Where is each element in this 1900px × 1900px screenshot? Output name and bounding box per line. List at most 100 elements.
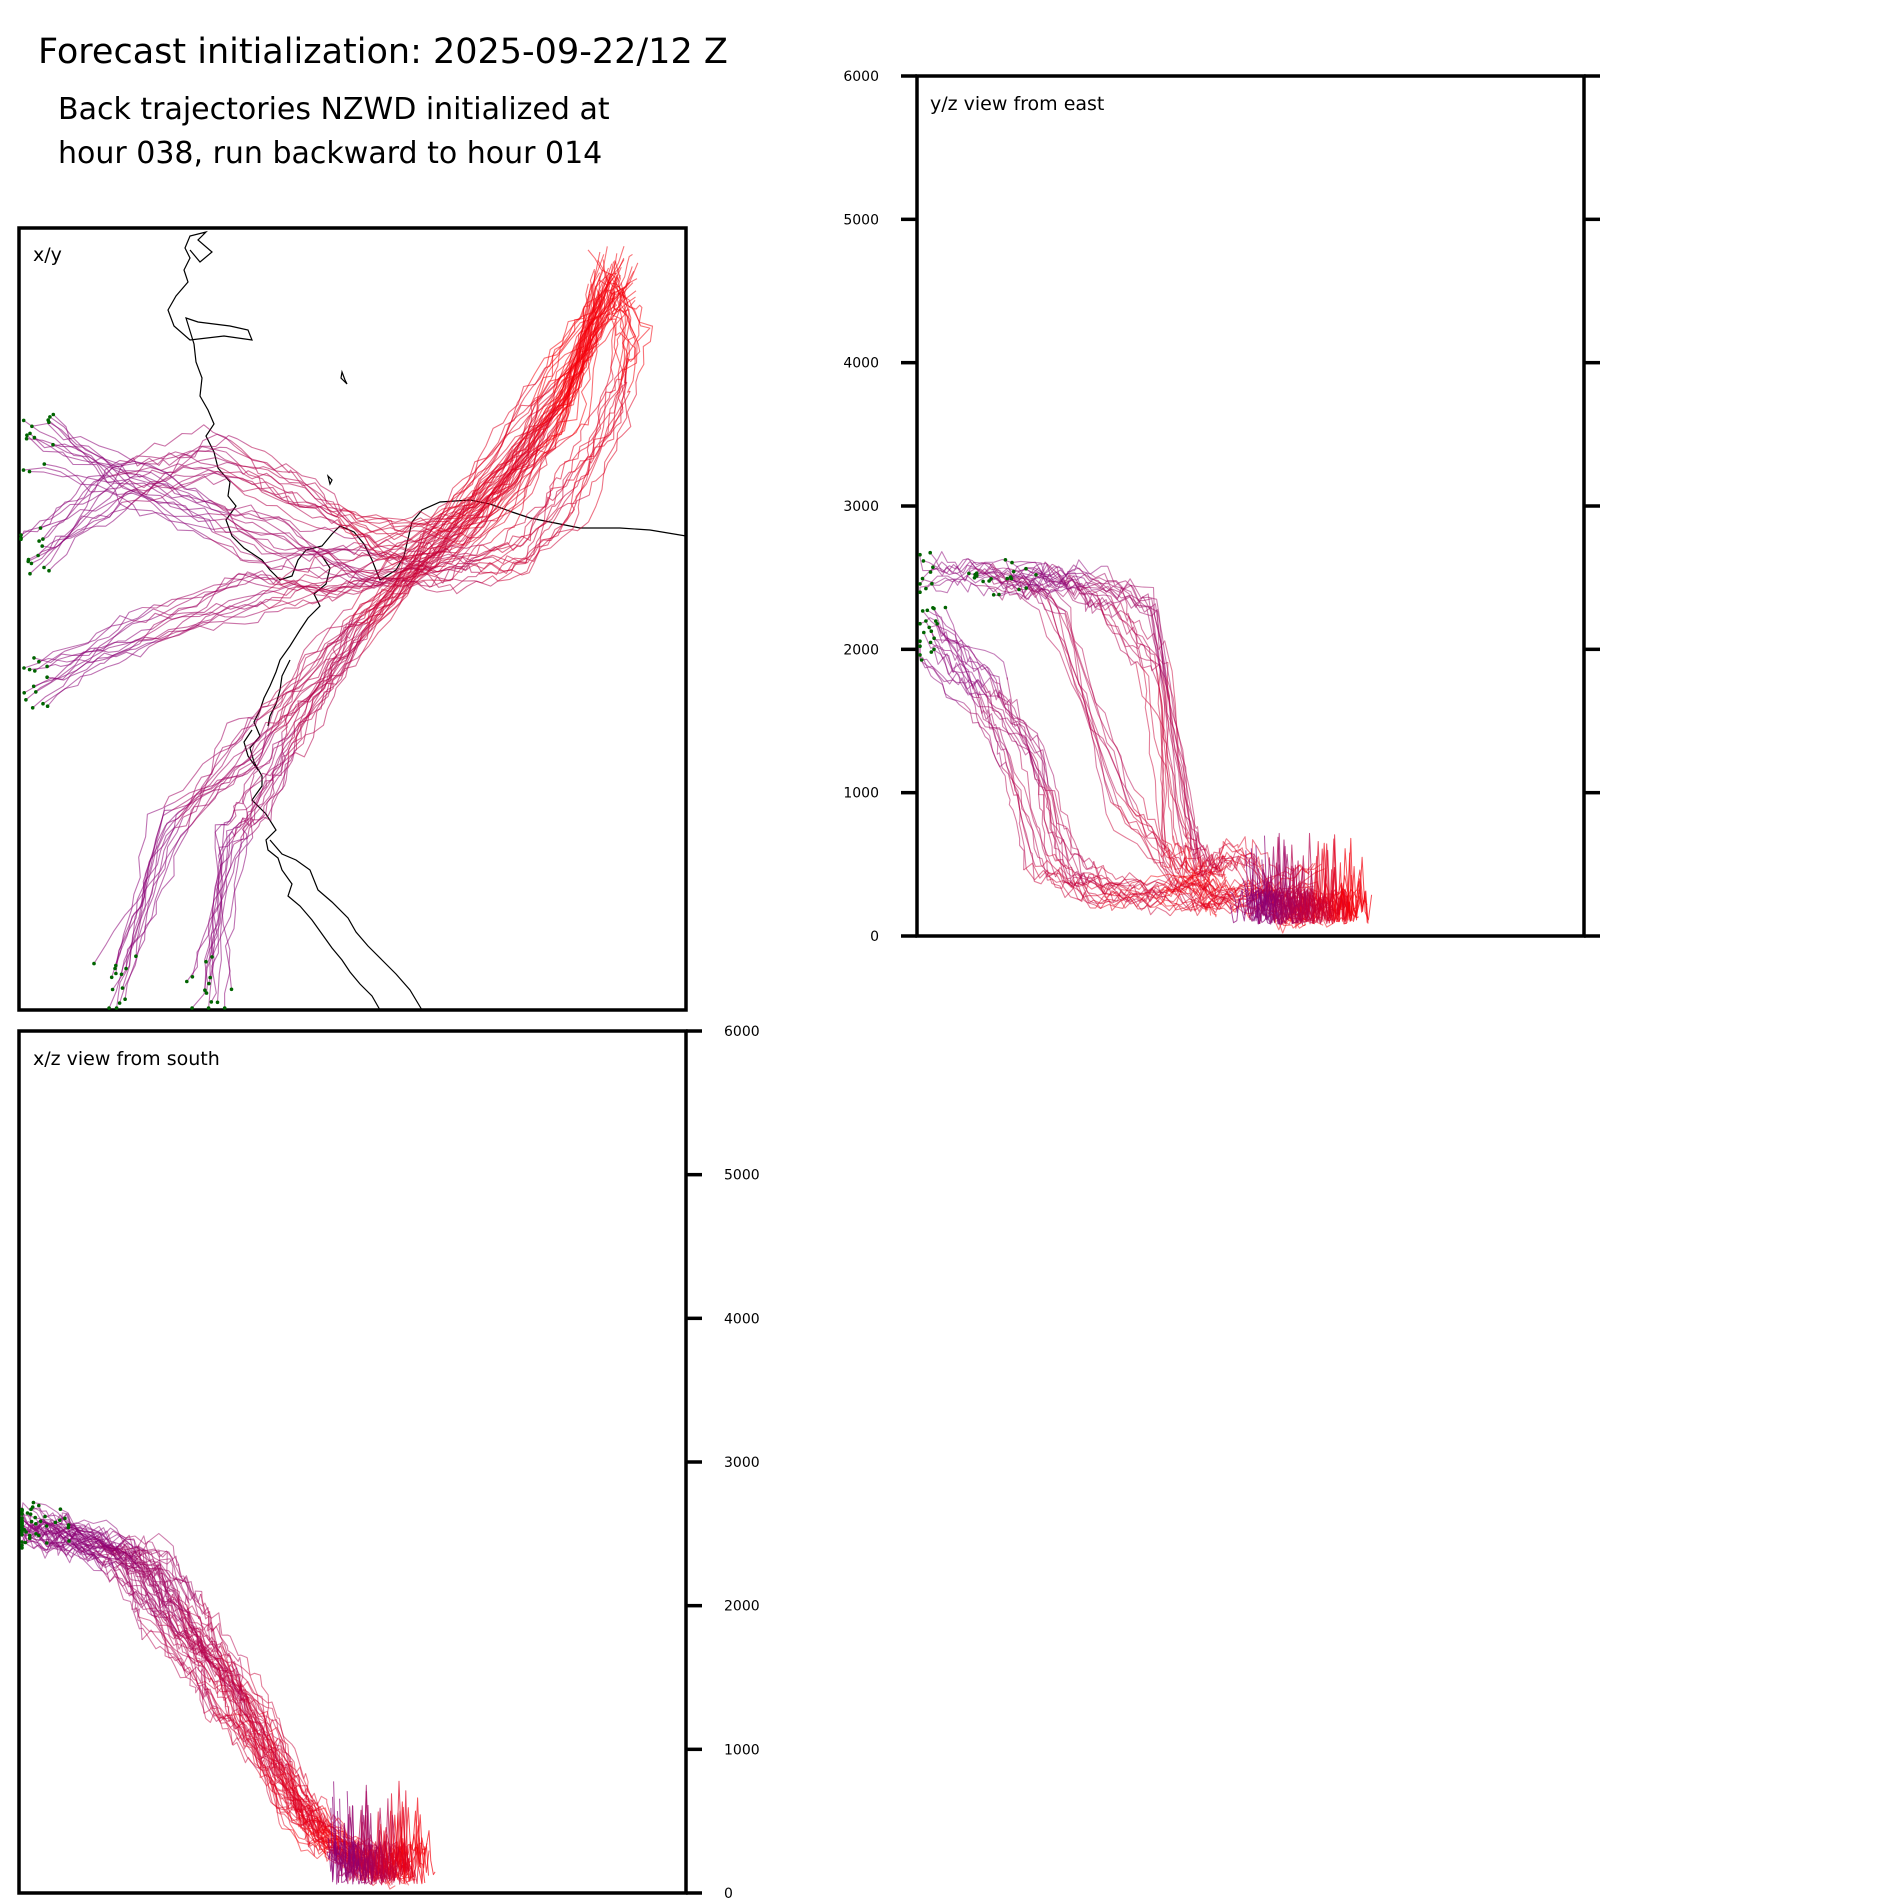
trajectory-start-marker: [20, 1512, 24, 1516]
yz-trajectory-lowlevel-segment: [1323, 870, 1341, 914]
xy-trajectory-traj-C-segment: [264, 551, 377, 593]
xz-trajectory-traj-A-segment: [119, 1543, 202, 1603]
xz-trajectory-traj-E-segment: [122, 1540, 143, 1640]
xz-trajectory-traj-E-segment: [153, 1616, 211, 1683]
trajectory-start-marker: [34, 690, 38, 694]
xy-trajectory-traj-E-segment: [42, 500, 135, 549]
xz-trajectory-traj-E-segment: [262, 1712, 302, 1813]
trajectory-start-marker: [918, 653, 922, 657]
yz-panel-label: y/z view from east: [930, 93, 1104, 115]
trajectory-start-marker: [107, 1006, 111, 1010]
trajectory-start-marker: [925, 608, 930, 613]
yz-trajectory-traj-A-segment: [1110, 801, 1183, 904]
xz-trajectory-traj-E-segment: [54, 1514, 108, 1575]
trajectory-start-marker: [921, 559, 926, 563]
xz-trajectory-lowlevel-segment: [350, 1821, 366, 1882]
yz-trajectory-traj-B-segment: [1161, 849, 1184, 876]
xy-trajectory-traj-E-segment: [236, 464, 333, 516]
xy-trajectory-traj-D-segment: [177, 722, 267, 813]
trajectory-start-marker: [32, 435, 37, 440]
xy-trajectory-traj-E-segment: [325, 504, 433, 527]
yz-trajectory-lowlevel-segment: [1260, 891, 1277, 916]
xy-trajectory-traj-A-segment: [49, 416, 214, 521]
xy-trajectory-traj-B-segment: [232, 742, 289, 841]
xy-trajectory-traj-B-segment: [241, 728, 299, 830]
xy-trajectory-traj-D-segment: [358, 518, 461, 626]
xy-trajectory-traj-C-segment: [33, 636, 146, 664]
xy-trajectory-traj-A-segment: [473, 471, 570, 565]
yz-trajectory-lowlevel-segment: [1259, 875, 1280, 924]
tick-label: 2000: [843, 642, 879, 658]
yz-trajectory-traj-A-segment: [1047, 589, 1120, 809]
yz-trajectory-traj-E-segment: [1044, 783, 1078, 877]
xz-trajectory-traj-A-segment: [129, 1549, 202, 1599]
yz-trajectory-traj-D-segment: [1206, 853, 1247, 871]
trajectory-start-marker: [931, 606, 935, 610]
trajectory-start-marker: [207, 981, 211, 986]
axis-tick: 3000: [686, 1455, 760, 1471]
xy-trajectory-traj-B-segment: [452, 367, 546, 489]
axis-tick: 5000: [843, 212, 1600, 228]
xz-trajectory-traj-C-segment: [21, 1534, 83, 1557]
xz-trajectory-lowlevel-segment: [372, 1841, 387, 1885]
trajectory-start-marker: [22, 666, 26, 670]
trajectory-start-marker: [918, 621, 922, 626]
xy-trajectory-traj-D-segment: [461, 401, 561, 536]
tick-label: 4000: [724, 1311, 760, 1327]
xz-trajectory-traj-D-segment: [286, 1767, 326, 1826]
trajectory-start-marker: [38, 526, 43, 530]
xy-trajectory-traj-A-segment: [473, 489, 563, 559]
trajectory-start-marker: [919, 658, 924, 662]
xy-trajectory-traj-B-segment: [211, 816, 234, 958]
xz-trajectory-traj-B-segment: [220, 1646, 271, 1736]
yz-trajectory-traj-E-segment: [1170, 891, 1252, 911]
trajectory-start-marker: [92, 961, 96, 966]
xy-trajectory-traj-B-segment: [446, 390, 558, 513]
trajectory-start-marker: [34, 1532, 38, 1536]
trajectory-start-marker: [27, 469, 32, 474]
trajectory-start-marker: [51, 412, 56, 417]
xy-trajectory-traj-D-segment: [176, 705, 268, 826]
trajectory-start-marker: [1011, 569, 1016, 574]
xy-trajectory-traj-B-segment: [208, 813, 234, 984]
yz-trajectory-traj-B-segment: [1140, 665, 1193, 840]
trajectory-start-marker: [206, 1006, 211, 1010]
trajectory-start-marker: [19, 536, 23, 540]
xz-trajectory-traj-E-segment: [232, 1712, 297, 1819]
xy-trajectory-traj-C-segment: [142, 577, 270, 609]
xy-trajectory-traj-E-segment: [436, 433, 532, 533]
xz-trajectory-lowlevel: [343, 1780, 426, 1885]
trajectory-start-marker: [24, 698, 28, 702]
trajectory-start-marker: [63, 1516, 67, 1521]
yz-trajectory-traj-D-segment: [1160, 681, 1196, 861]
xz-trajectory-traj-E-segment: [141, 1629, 204, 1676]
xy-trajectory-traj-A-segment: [368, 534, 483, 553]
xz-panel-label: x/z view from south: [33, 1048, 220, 1070]
trajectory-start-marker: [975, 574, 979, 578]
xy-trajectory-traj-E-segment: [111, 461, 244, 477]
trajectory-start-marker: [113, 966, 117, 971]
yz-trajectory-traj-A-segment: [1042, 603, 1130, 806]
trajectory-start-marker: [185, 979, 189, 984]
xy-trajectory-traj-C: [25, 294, 601, 701]
xy-trajectory-traj-C-segment: [34, 615, 134, 672]
trajectory-start-marker: [930, 581, 934, 586]
figure-subtitle: Back trajectories NZWD initialized at ho…: [58, 88, 610, 176]
trajectory-start-marker: [40, 544, 44, 548]
trajectory-start-marker: [24, 436, 29, 441]
xy-trajectory-traj-A-segment: [482, 478, 568, 552]
xz-trajectory-traj-C-segment: [21, 1525, 113, 1546]
trajectory-start-marker: [924, 619, 928, 623]
xz-trajectory-traj-E-segment: [189, 1666, 260, 1715]
yz-trajectory-lowlevel-segment: [1244, 887, 1261, 925]
xy-trajectory-traj-B-segment: [191, 837, 254, 1009]
yz-trajectory-traj-A-segment: [1064, 613, 1112, 803]
xz-trajectory-lowlevel-segment: [403, 1790, 417, 1884]
xy-trajectory-traj-D-segment: [135, 830, 189, 957]
yz-trajectory-traj-A: [919, 574, 1326, 915]
yz-trajectory-traj-E-segment: [1089, 874, 1171, 917]
xy-trajectory-traj-A-segment: [26, 434, 215, 523]
yz-trajectory-traj-A-segment: [1047, 597, 1115, 805]
xy-trajectory-traj-A-segment: [34, 437, 200, 501]
xy-trajectory-traj-C-segment: [488, 425, 556, 518]
